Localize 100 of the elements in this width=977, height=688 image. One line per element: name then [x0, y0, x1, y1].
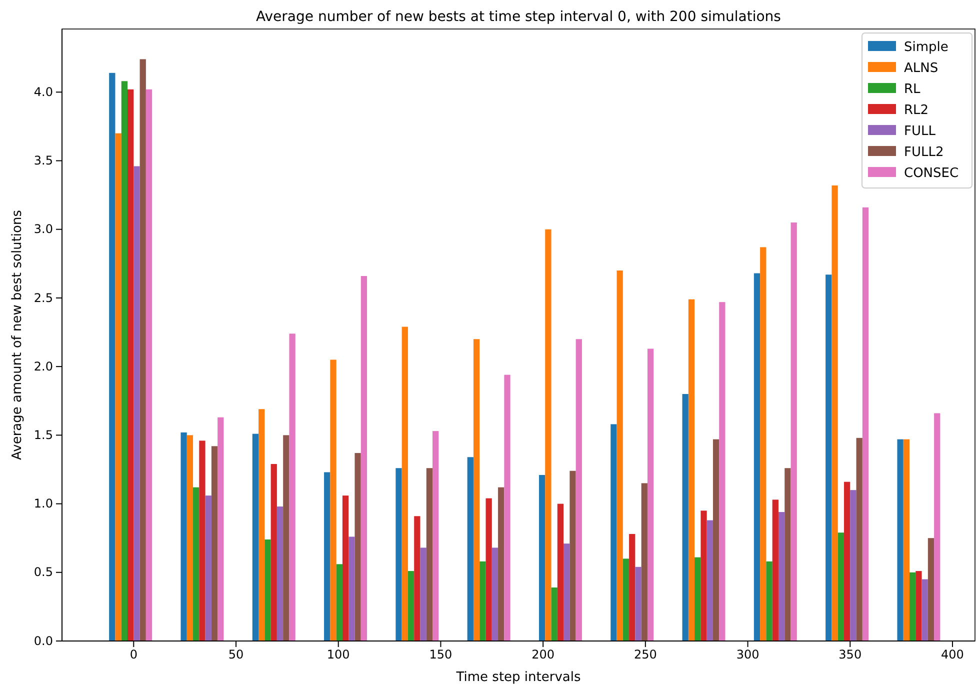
- bar: [838, 532, 844, 641]
- bar: [414, 516, 420, 641]
- bar: [473, 339, 480, 641]
- bar: [844, 482, 850, 641]
- bar: [916, 571, 922, 641]
- bar: [557, 504, 564, 641]
- bar: [922, 579, 928, 641]
- bar: [784, 468, 791, 641]
- bar: [252, 434, 259, 641]
- bar: [790, 222, 797, 641]
- legend-label: RL: [904, 82, 922, 97]
- bar: [682, 394, 688, 641]
- bar: [760, 247, 766, 641]
- bar: [420, 548, 426, 641]
- x-tick-label: 50: [228, 648, 244, 662]
- y-tick-label: 0.0: [34, 634, 53, 648]
- bar: [486, 498, 492, 641]
- bar: [186, 435, 194, 641]
- bar: [832, 185, 838, 641]
- bar: [903, 439, 910, 641]
- bar: [616, 270, 623, 641]
- bar: [772, 500, 778, 641]
- bar: [336, 564, 342, 641]
- bar: [276, 506, 284, 641]
- bar: [754, 273, 760, 641]
- bar: [128, 89, 134, 641]
- bar: [115, 133, 122, 641]
- y-tick-label: 3.5: [34, 154, 53, 168]
- bar: [342, 496, 349, 641]
- y-tick-label: 2.0: [34, 359, 53, 374]
- bar: [492, 548, 498, 641]
- bar: [862, 207, 869, 641]
- y-tick-label: 3.0: [34, 222, 53, 236]
- bar: [121, 81, 128, 641]
- bar: [635, 566, 642, 641]
- x-tick-label: 150: [429, 648, 452, 662]
- bar: [629, 534, 636, 641]
- bar: [258, 409, 265, 641]
- bar: [354, 453, 361, 641]
- legend-label: RL2: [904, 103, 929, 118]
- bar: [538, 474, 546, 641]
- x-tick-label: 100: [326, 648, 350, 662]
- bar: [576, 339, 582, 641]
- bar: [700, 510, 707, 641]
- bar: [719, 302, 726, 641]
- bar: [426, 468, 433, 641]
- bar: [109, 72, 116, 641]
- y-tick-label: 1.0: [34, 496, 53, 511]
- bar: [706, 520, 713, 641]
- bar: [432, 431, 439, 641]
- x-tick-label: 350: [838, 648, 862, 662]
- chart-title: Average number of new bests at time step interval 0, with 200 simulations: [256, 9, 781, 25]
- y-axis-title: Average amount of new best solutions: [10, 210, 25, 460]
- bar: [408, 571, 414, 641]
- y-tick-label: 2.5: [34, 290, 53, 305]
- bar: [694, 557, 701, 641]
- bar: [193, 487, 200, 641]
- bar: [467, 457, 474, 641]
- bar: [934, 413, 940, 641]
- bar: [622, 558, 630, 641]
- bar: [570, 470, 576, 641]
- bar: [330, 360, 336, 641]
- bar: [826, 274, 832, 641]
- x-tick-label: 300: [736, 648, 760, 662]
- bar: [283, 435, 290, 641]
- bar: [396, 468, 402, 641]
- bar: [610, 424, 617, 641]
- legend-label: FULL2: [904, 145, 944, 160]
- bar: [766, 561, 772, 641]
- bar: [545, 229, 552, 641]
- legend-label: ALNS: [904, 61, 938, 76]
- x-tick-label: 400: [941, 648, 964, 662]
- bar: [688, 299, 695, 641]
- bar: [180, 432, 187, 641]
- y-tick-label: 4.0: [34, 84, 53, 99]
- bar: [551, 587, 558, 641]
- y-tick-label: 1.5: [34, 428, 53, 442]
- legend-label: FULL: [904, 124, 936, 139]
- bar: [641, 483, 648, 641]
- bar: [218, 417, 224, 641]
- bar: [850, 490, 856, 641]
- bar: [928, 538, 934, 641]
- legend-label: CONSEC: [904, 166, 959, 181]
- bar: [360, 276, 368, 641]
- x-tick-label: 250: [634, 648, 657, 662]
- bar: [199, 440, 206, 641]
- bar: [289, 334, 296, 641]
- bar: [270, 464, 277, 641]
- bar: [564, 544, 570, 641]
- bar: [504, 374, 510, 641]
- x-tick-label: 200: [532, 648, 555, 662]
- bar: [146, 89, 152, 641]
- legend-label: Simple: [904, 40, 948, 55]
- bar: [647, 348, 654, 641]
- bar: [205, 496, 212, 641]
- bar: [264, 539, 271, 641]
- x-axis-title: Time step intervals: [455, 670, 581, 685]
- bar: [778, 512, 785, 641]
- bar: [402, 326, 408, 641]
- bar: [211, 446, 218, 641]
